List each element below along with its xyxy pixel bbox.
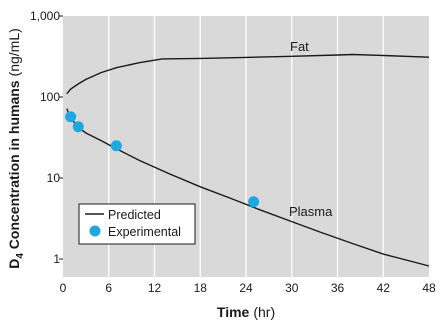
x-axis-title-main: Time (217, 304, 250, 320)
y-axis-title-rest: Concentration in humans (6, 80, 22, 253)
y-axis-title-subscript: 4 (15, 253, 26, 259)
y-axis-title: D4 Concentration in humans (ng/mL) (6, 28, 26, 269)
x-tick-label: 36 (331, 281, 345, 295)
legend-predicted-label: Predicted (108, 208, 161, 222)
y-tick-label: 1 (53, 252, 60, 266)
y-axis-title-unit: (ng/mL) (6, 28, 22, 76)
x-axis-ticks: 0 6 12 18 24 30 36 42 48 (60, 281, 436, 295)
x-axis-title: Time (hr) (217, 304, 275, 320)
y-tick-label: 100 (40, 90, 60, 104)
experimental-points (65, 111, 260, 208)
experimental-point (65, 111, 77, 123)
y-tick-label: 10 (47, 171, 61, 185)
y-axis-ticks: 1 10 100 1,000 (30, 9, 63, 266)
y-axis-title-main: D (6, 259, 22, 269)
plasma-annotation: Plasma (289, 204, 333, 219)
legend-experimental-label: Experimental (108, 225, 181, 239)
series-line-0 (66, 53, 430, 95)
y-tick-label: 1,000 (30, 9, 60, 23)
x-tick-label: 18 (194, 281, 208, 295)
x-axis-title-unit: (hr) (253, 304, 275, 320)
series-line-1 (66, 108, 430, 267)
series-layer (66, 53, 430, 267)
x-tick-label: 0 (60, 281, 67, 295)
x-tick-label: 42 (377, 281, 391, 295)
experimental-point (248, 196, 260, 208)
x-tick-label: 30 (285, 281, 299, 295)
legend-box (78, 203, 196, 245)
legend: Predicted Experimental (78, 203, 196, 245)
legend-experimental-dot-swatch (89, 225, 101, 237)
x-tick-label: 12 (148, 281, 162, 295)
experimental-point (110, 140, 122, 152)
experimental-point (72, 121, 84, 133)
x-tick-label: 48 (422, 281, 436, 295)
fat-annotation: Fat (290, 39, 309, 54)
x-tick-label: 6 (105, 281, 112, 295)
x-tick-label: 24 (239, 281, 253, 295)
